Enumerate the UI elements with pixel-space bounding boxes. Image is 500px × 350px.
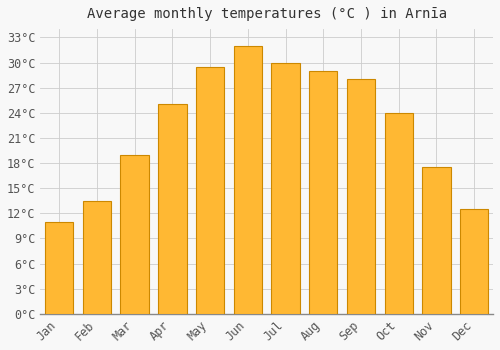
Title: Average monthly temperatures (°C ) in Arnīa: Average monthly temperatures (°C ) in Ar… [86,7,446,21]
Bar [460,209,488,314]
Bar [347,79,375,314]
Bar [196,67,224,314]
Bar [83,201,111,314]
Bar [422,167,450,314]
Bar [272,63,299,314]
Bar [309,71,338,314]
Bar [158,104,186,314]
Bar [384,113,413,314]
Bar [120,155,149,314]
Bar [234,46,262,314]
Bar [45,222,74,314]
